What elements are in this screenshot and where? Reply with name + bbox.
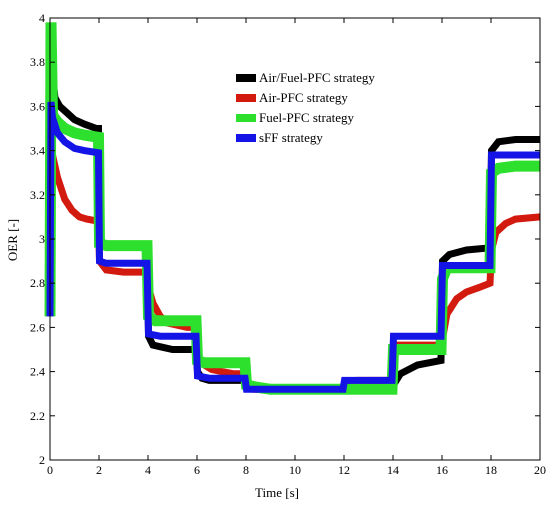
legend: Air/Fuel-PFC strategy Air-PFC strategy Fue…: [236, 70, 375, 145]
y-tick-label: 3: [39, 232, 45, 246]
x-axis-label: Time [s]: [255, 485, 299, 500]
legend-swatch-2: [236, 114, 256, 122]
y-tick-label: 2.6: [30, 320, 45, 334]
y-tick-label: 3.4: [30, 144, 45, 158]
series-layer: [44, 22, 541, 395]
x-tick-label: 4: [145, 463, 151, 477]
x-tick-label: 8: [243, 463, 249, 477]
legend-swatch-3: [236, 134, 256, 142]
y-tick-label: 3.8: [30, 55, 45, 69]
y-tick-label: 2.4: [30, 365, 45, 379]
y-tick-label: 2.2: [30, 409, 45, 423]
x-tick-label: 14: [387, 463, 399, 477]
legend-swatch-1: [236, 94, 256, 102]
x-tick-label: 0: [47, 463, 53, 477]
x-tick-label: 6: [194, 463, 200, 477]
legend-swatch-0: [236, 74, 256, 82]
x-tick-label: 10: [289, 463, 301, 477]
series-line-3: [46, 101, 540, 393]
y-tick-label: 4: [39, 11, 45, 25]
legend-label-0: Air/Fuel-PFC strategy: [259, 70, 375, 85]
y-tick-label: 2: [39, 453, 45, 467]
y-tick-label: 2.8: [30, 276, 45, 290]
legend-label-2: Fuel-PFC strategy: [259, 110, 354, 125]
legend-label-1: Air-PFC strategy: [259, 90, 348, 105]
x-tick-label: 18: [485, 463, 497, 477]
y-tick-label: 3.2: [30, 188, 45, 202]
x-tick-label: 12: [338, 463, 350, 477]
ticks-layer: 0 2 4 6 8 10 12 14 16 18 2022.22.42.62.833.23.43.6…: [30, 11, 546, 477]
x-tick-label: 2: [96, 463, 102, 477]
x-tick-label: 20: [534, 463, 546, 477]
legend-label-3: sFF strategy: [259, 130, 323, 145]
y-axis-label: OER [-]: [5, 219, 20, 261]
x-tick-label: 16: [436, 463, 448, 477]
y-tick-label: 3.6: [30, 99, 45, 113]
